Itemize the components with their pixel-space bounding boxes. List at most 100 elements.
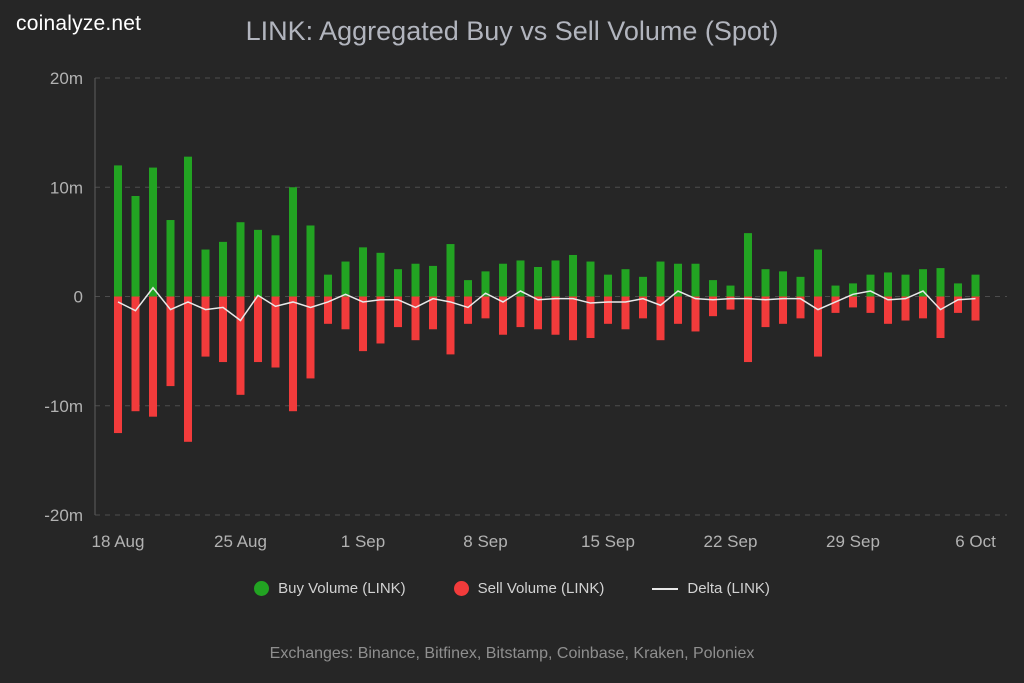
sell-bar[interactable] bbox=[131, 296, 140, 412]
buy-bar[interactable] bbox=[551, 260, 560, 297]
sell-bar[interactable] bbox=[866, 296, 875, 313]
sell-bar[interactable] bbox=[761, 296, 770, 328]
sell-bar[interactable] bbox=[796, 296, 805, 319]
buy-bar[interactable] bbox=[569, 254, 577, 297]
buy-bar[interactable] bbox=[376, 252, 385, 297]
legend-item-delta[interactable]: Delta (LINK) bbox=[652, 580, 770, 597]
buy-bar[interactable] bbox=[779, 271, 787, 297]
buy-bar[interactable] bbox=[201, 249, 210, 297]
sell-bar[interactable] bbox=[376, 296, 385, 344]
buy-bar[interactable] bbox=[691, 263, 700, 297]
sell-bar[interactable] bbox=[114, 296, 122, 434]
sell-bar[interactable] bbox=[534, 296, 542, 330]
sell-bar[interactable] bbox=[394, 296, 402, 328]
buy-bar[interactable] bbox=[796, 276, 805, 297]
sell-bar[interactable] bbox=[516, 296, 525, 328]
buy-bar[interactable] bbox=[411, 263, 420, 297]
buy-bar[interactable] bbox=[814, 249, 822, 297]
sell-bar[interactable] bbox=[656, 296, 665, 341]
sell-bar[interactable] bbox=[954, 296, 962, 313]
buy-bar[interactable] bbox=[166, 220, 175, 297]
buy-bar[interactable] bbox=[306, 225, 315, 297]
sell-bar[interactable] bbox=[464, 296, 472, 324]
buy-bar[interactable] bbox=[621, 269, 630, 297]
buy-bar[interactable] bbox=[429, 265, 437, 297]
sell-bar[interactable] bbox=[481, 296, 490, 319]
sell-bar[interactable] bbox=[691, 296, 700, 332]
sell-bar[interactable] bbox=[586, 296, 595, 339]
sell-bar[interactable] bbox=[779, 296, 787, 324]
sell-bar[interactable] bbox=[569, 296, 577, 341]
sell-bar[interactable] bbox=[429, 296, 437, 330]
buy-bar[interactable] bbox=[516, 260, 525, 297]
buy-bar[interactable] bbox=[831, 285, 840, 297]
sell-bar[interactable] bbox=[289, 296, 297, 412]
buy-bar[interactable] bbox=[971, 274, 980, 297]
sell-bar[interactable] bbox=[831, 296, 840, 313]
sell-bar[interactable] bbox=[551, 296, 560, 335]
buy-bar[interactable] bbox=[884, 272, 892, 297]
sell-bar[interactable] bbox=[936, 296, 945, 339]
sell-bar[interactable] bbox=[219, 296, 227, 363]
buy-bar[interactable] bbox=[446, 244, 455, 297]
sell-bar[interactable] bbox=[184, 296, 192, 442]
volume-chart[interactable]: 20m 10m 0 -10m -20m 18 Aug 25 Aug 1 Sep 8 Sep 15 … bbox=[0, 55, 1024, 560]
buy-bar[interactable] bbox=[341, 261, 350, 297]
sell-bar[interactable] bbox=[709, 296, 717, 317]
sell-bar[interactable] bbox=[884, 296, 892, 324]
buy-bar[interactable] bbox=[254, 229, 262, 297]
sell-bar[interactable] bbox=[901, 296, 910, 321]
sell-bar[interactable] bbox=[639, 296, 647, 319]
buy-bar[interactable] bbox=[464, 280, 472, 297]
buy-bar[interactable] bbox=[236, 222, 245, 297]
buy-bar[interactable] bbox=[219, 241, 227, 297]
buy-bar[interactable] bbox=[639, 276, 647, 297]
buy-bar[interactable] bbox=[901, 274, 910, 297]
sell-bar[interactable] bbox=[499, 296, 507, 335]
buy-bar[interactable] bbox=[114, 165, 122, 297]
legend-item-sell[interactable]: Sell Volume (LINK) bbox=[453, 580, 604, 597]
buy-bar[interactable] bbox=[481, 271, 490, 297]
buy-bar[interactable] bbox=[866, 274, 875, 297]
buy-bar[interactable] bbox=[726, 285, 735, 297]
buy-bar[interactable] bbox=[324, 274, 332, 297]
sell-bar[interactable] bbox=[149, 296, 157, 417]
buy-bar[interactable] bbox=[499, 263, 507, 297]
sell-bar[interactable] bbox=[359, 296, 367, 352]
sell-bar[interactable] bbox=[201, 296, 210, 357]
buy-bar[interactable] bbox=[394, 269, 402, 297]
sell-bar[interactable] bbox=[849, 296, 857, 308]
buy-bar[interactable] bbox=[936, 268, 945, 297]
sell-bar[interactable] bbox=[236, 296, 245, 395]
sell-bar[interactable] bbox=[254, 296, 262, 363]
sell-bar[interactable] bbox=[726, 296, 735, 310]
buy-bar[interactable] bbox=[289, 187, 297, 297]
buy-bar[interactable] bbox=[149, 167, 157, 297]
sell-bar[interactable] bbox=[166, 296, 175, 387]
brand-logo[interactable]: coinalyze.net bbox=[16, 12, 142, 35]
sell-bar[interactable] bbox=[744, 296, 752, 363]
buy-bar[interactable] bbox=[604, 274, 612, 297]
sell-bar[interactable] bbox=[604, 296, 612, 324]
sell-bar[interactable] bbox=[621, 296, 630, 330]
buy-bar[interactable] bbox=[271, 235, 280, 297]
sell-bar[interactable] bbox=[411, 296, 420, 341]
buy-bar[interactable] bbox=[656, 261, 665, 297]
sell-bar[interactable] bbox=[271, 296, 280, 368]
buy-bar[interactable] bbox=[586, 261, 595, 297]
buy-bar[interactable] bbox=[359, 247, 367, 297]
sell-bar[interactable] bbox=[814, 296, 822, 357]
buy-bar[interactable] bbox=[131, 195, 140, 297]
buy-bar[interactable] bbox=[184, 156, 192, 297]
buy-bar[interactable] bbox=[849, 283, 857, 297]
buy-bar[interactable] bbox=[744, 233, 752, 297]
sell-bar[interactable] bbox=[971, 296, 980, 321]
buy-bar[interactable] bbox=[761, 269, 770, 297]
buy-bar[interactable] bbox=[709, 280, 717, 297]
buy-bar[interactable] bbox=[534, 267, 542, 297]
legend-item-buy[interactable]: Buy Volume (LINK) bbox=[254, 580, 406, 597]
buy-bar[interactable] bbox=[919, 269, 927, 297]
sell-bar[interactable] bbox=[306, 296, 315, 379]
sell-bar[interactable] bbox=[341, 296, 350, 330]
buy-bar[interactable] bbox=[674, 263, 682, 297]
